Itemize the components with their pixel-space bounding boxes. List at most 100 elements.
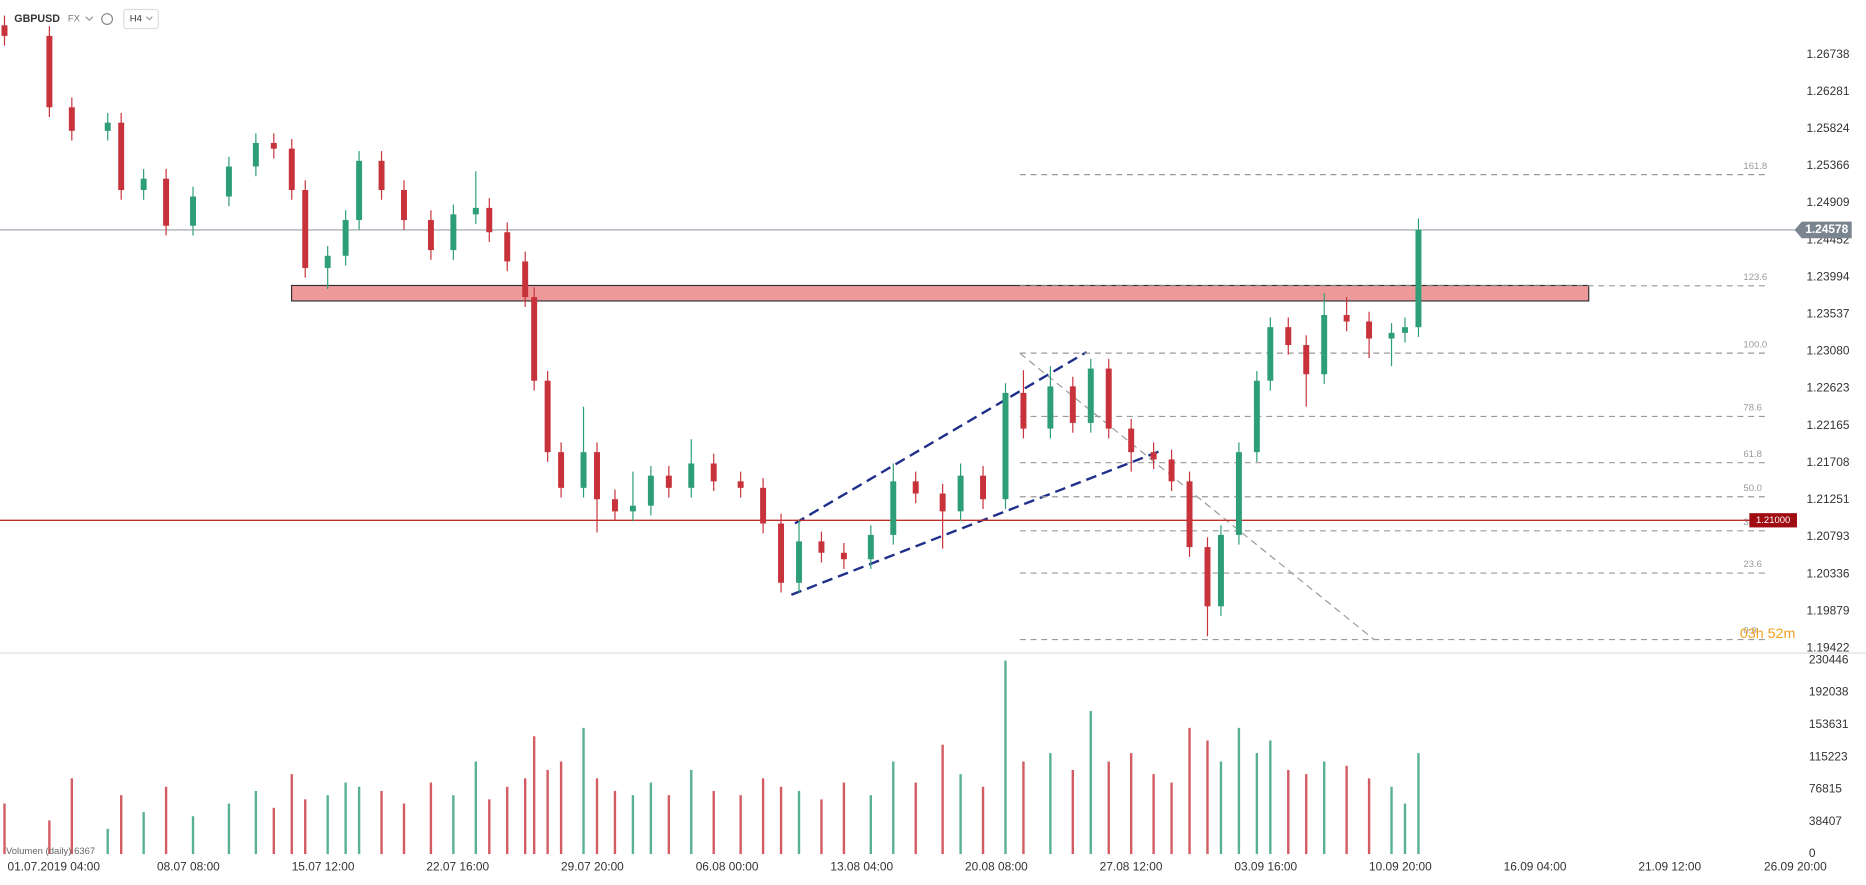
x-tick-label: 15.07 12:00 <box>292 859 355 873</box>
candle-body <box>611 499 618 512</box>
volume-bar <box>914 782 917 855</box>
y-tick-label: 38407 <box>1809 814 1842 828</box>
volume-bar <box>272 807 276 855</box>
candle-body <box>1267 327 1274 381</box>
y-tick-label: 1.20336 <box>1806 566 1849 580</box>
y-tick-label: 1.20793 <box>1806 529 1849 543</box>
channel-upper[interactable] <box>794 351 1088 525</box>
x-tick-label: 10.09 20:00 <box>1369 859 1432 873</box>
volume-bar <box>595 778 599 855</box>
candle-body <box>472 207 479 215</box>
candle-body <box>818 541 825 553</box>
timer: 03h 52m <box>1740 626 1796 642</box>
candle-body <box>737 481 744 488</box>
candle-body <box>939 493 946 512</box>
y-tick-label: 1.22165 <box>1806 418 1849 432</box>
volume-bar <box>959 774 962 855</box>
fib-label: 0.0 <box>1743 626 1756 637</box>
x-tick-label: 16.09 04:00 <box>1504 859 1567 873</box>
volume-bar <box>649 782 653 855</box>
y-tick-label: 1.26281 <box>1806 84 1849 98</box>
fib-label: 100.0 <box>1743 339 1767 350</box>
market[interactable]: FX <box>68 14 81 25</box>
candle-body <box>140 178 147 191</box>
candle-body <box>1105 368 1112 429</box>
y-tick-label: 1.25366 <box>1806 158 1849 172</box>
y-tick-label: 1.24909 <box>1806 195 1849 209</box>
volume-bar <box>191 816 195 855</box>
candle-body <box>710 463 717 482</box>
y-tick-label: 1.21251 <box>1806 492 1849 506</box>
candle-body <box>1415 229 1422 328</box>
volume-bar <box>1305 774 1308 855</box>
resistance-zone[interactable] <box>290 284 1590 302</box>
current-price-label: 1.24578 <box>1805 222 1848 236</box>
y-tick-label: 115223 <box>1809 749 1848 763</box>
candle-body <box>796 541 802 583</box>
candle-body <box>912 481 919 494</box>
x-tick-label: 21.09 12:00 <box>1638 859 1701 873</box>
candle-body <box>890 481 897 535</box>
dropdown-icon[interactable] <box>145 16 153 21</box>
volume-bar <box>290 774 293 855</box>
level-label-box <box>1749 513 1797 528</box>
volume-bar <box>739 795 742 855</box>
fib-label: 123.6 <box>1743 272 1767 283</box>
volume-bar <box>452 795 455 855</box>
volume-bar <box>1269 740 1272 855</box>
candle-body <box>1186 481 1193 548</box>
volume-bar <box>1049 753 1052 855</box>
volume-bar <box>304 799 307 855</box>
candle-body <box>760 487 767 524</box>
candle-body <box>1285 327 1292 346</box>
candle-body <box>1402 327 1408 333</box>
volume-bar <box>106 828 109 855</box>
channel[interactable] <box>790 351 1165 596</box>
y-tick-label: 1.23080 <box>1806 344 1849 358</box>
volume-bar <box>981 786 985 855</box>
symbol[interactable]: GBPUSD <box>14 13 60 25</box>
candle-body <box>980 475 987 500</box>
volume-bar <box>1152 774 1155 855</box>
x-tick-label: 06.08 00:00 <box>696 859 759 873</box>
candle-body <box>522 261 529 298</box>
candle-body <box>1321 314 1328 375</box>
volume-bar <box>1255 753 1259 855</box>
candle-body <box>1069 386 1076 423</box>
volume-bar <box>582 727 585 855</box>
candle-body <box>504 232 511 262</box>
volume-bar <box>48 820 51 855</box>
timeframe-box[interactable] <box>123 8 159 30</box>
volume-bar <box>1390 786 1393 855</box>
data-layer: 1.267381.262811.258241.253661.249091.244… <box>0 15 1852 873</box>
candle-body <box>778 523 785 583</box>
volume-bar <box>120 795 123 855</box>
y-tick-label: 192038 <box>1809 685 1849 699</box>
candle-body <box>427 220 434 251</box>
dropdown-icon[interactable] <box>85 16 94 22</box>
candle-body <box>1020 392 1027 429</box>
volume-bar <box>1004 660 1007 855</box>
candle-body <box>558 452 565 488</box>
fib-label: 161.8 <box>1743 161 1767 172</box>
x-tick-label: 26.09 20:00 <box>1764 859 1827 873</box>
volume-bar <box>761 778 765 855</box>
candle-body <box>1047 386 1054 429</box>
candle-body <box>356 160 363 221</box>
candle-body <box>378 160 385 191</box>
volume-bar <box>523 778 527 855</box>
x-tick-label: 29.07 20:00 <box>561 859 624 873</box>
volume-bar <box>820 799 823 855</box>
volume-bar <box>779 786 783 855</box>
timeframe[interactable]: H4 <box>130 14 142 25</box>
candle-body <box>1204 547 1211 607</box>
volume-bar <box>474 761 478 855</box>
candle-body <box>1 25 8 36</box>
volume-bar <box>546 769 549 855</box>
candle-body <box>1002 392 1009 500</box>
info-icon[interactable] <box>101 13 114 25</box>
volume-bar <box>402 803 406 855</box>
volume-bar <box>506 786 509 855</box>
volume-bar <box>1323 761 1326 855</box>
